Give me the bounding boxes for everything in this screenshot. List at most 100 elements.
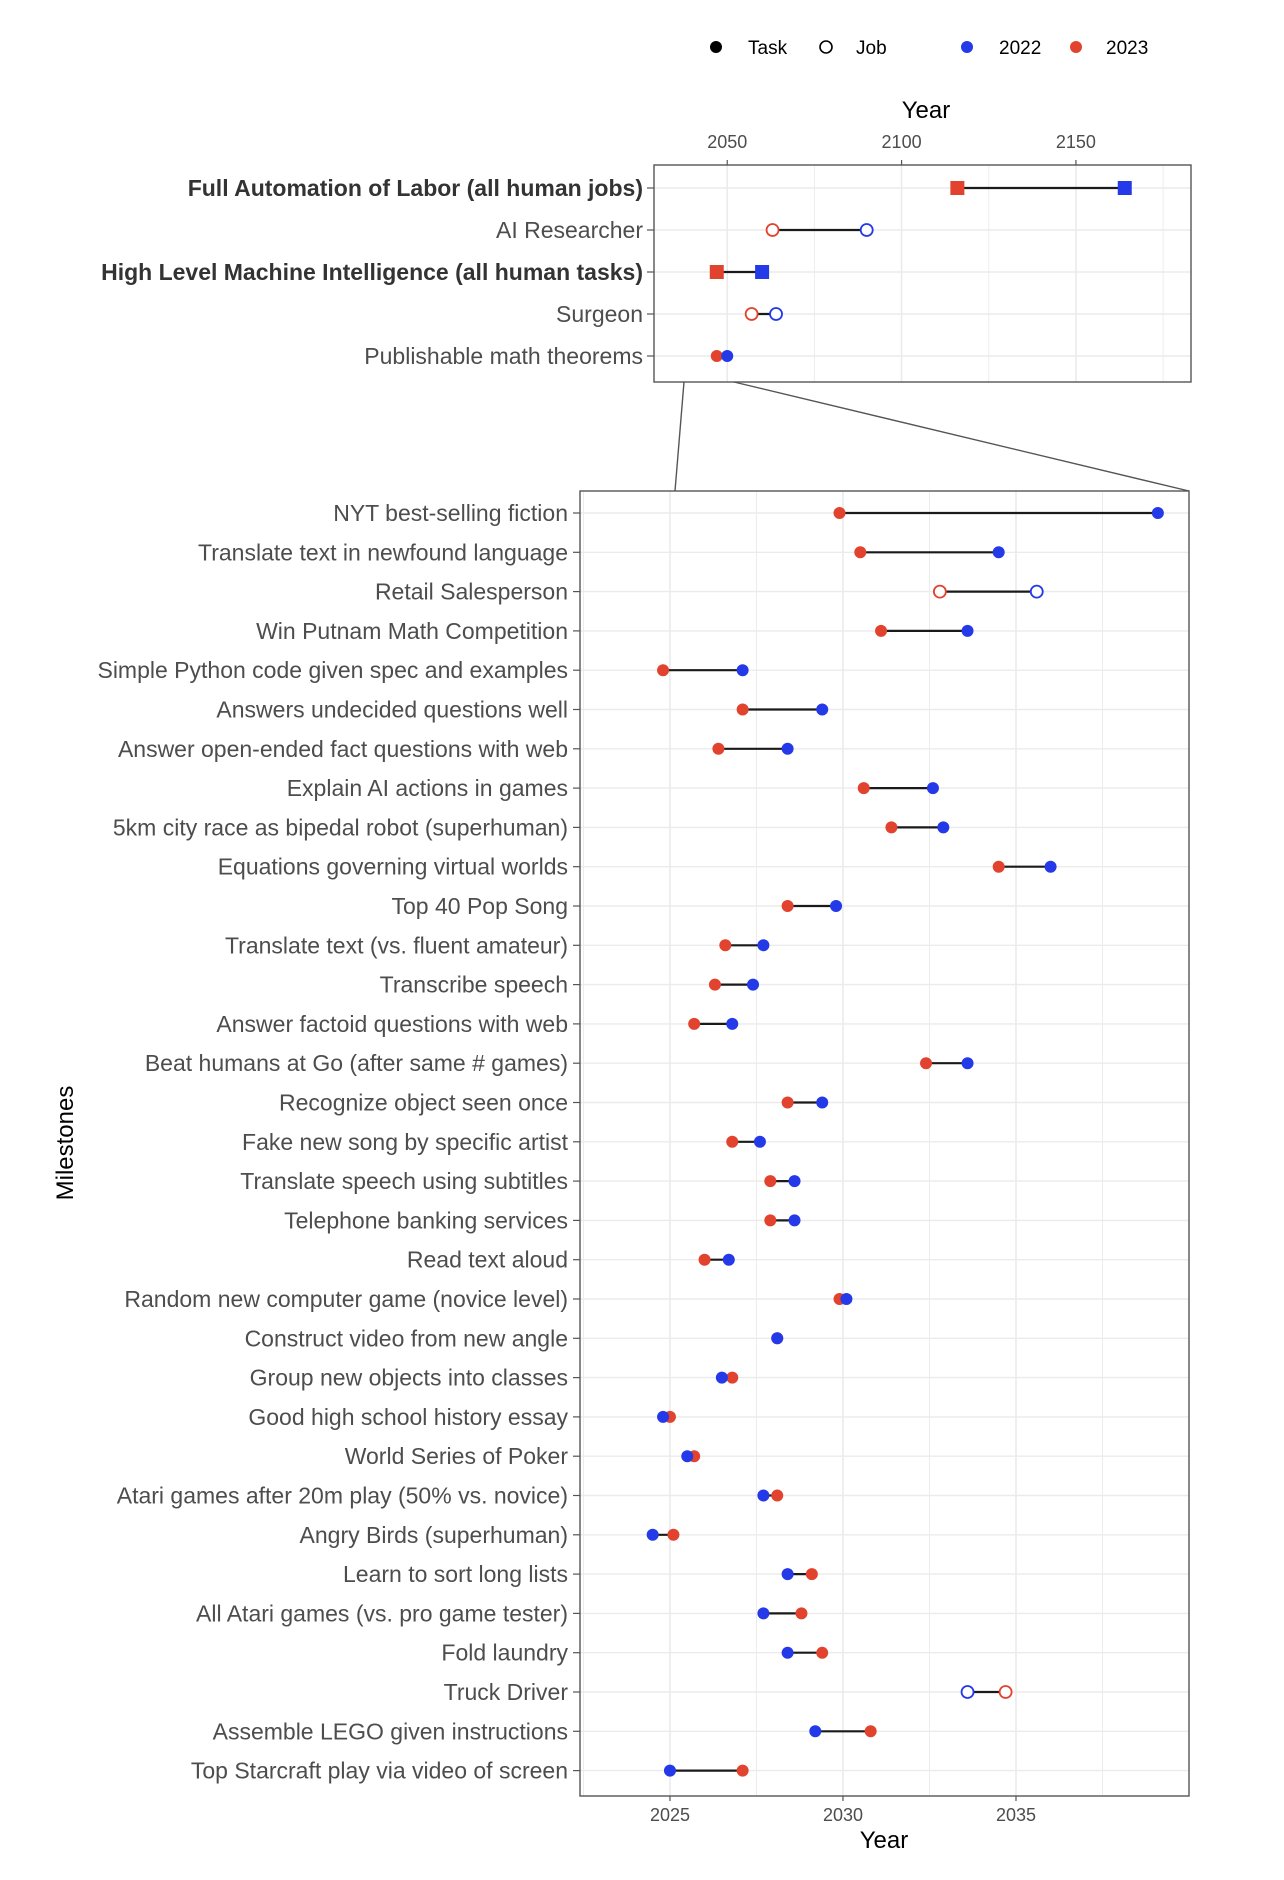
- row-label: Good high school history essay: [248, 1404, 568, 1430]
- x-tick-label: 2025: [650, 1805, 690, 1825]
- row-top-40-pop-song: Top 40 Pop Song: [392, 893, 843, 919]
- row-win-putnam-math-competition: Win Putnam Math Competition: [256, 618, 974, 644]
- row-construct-video-from-new-angle: Construct video from new angle: [245, 1325, 784, 1351]
- row-label: Translate speech using subtitles: [240, 1168, 568, 1194]
- point-2022: [781, 742, 794, 755]
- row-equations-governing-virtual-worlds: Equations governing virtual worlds: [218, 854, 1057, 880]
- row-world-series-of-poker: World Series of Poker: [345, 1443, 701, 1469]
- row-surgeon: Surgeon: [556, 301, 783, 327]
- point-2023: [875, 624, 888, 637]
- row-translate-text-vs-fluent-amateur: Translate text (vs. fluent amateur): [225, 932, 770, 958]
- point-2022: [771, 1332, 784, 1345]
- row-retail-salesperson: Retail Salesperson: [375, 579, 1044, 605]
- point-2023: [688, 1017, 701, 1030]
- point-2023: [765, 223, 780, 237]
- point-2022: [722, 1253, 735, 1266]
- row-atari-games-after-20m-play-50-vs-novice: Atari games after 20m play (50% vs. novi…: [117, 1483, 784, 1509]
- point-2022: [1151, 507, 1164, 519]
- point-2023: [771, 1489, 784, 1502]
- x-tick-label: 2035: [996, 1805, 1036, 1825]
- bottom-x-axis-title: Year: [860, 1827, 909, 1854]
- point-2023: [992, 860, 1005, 873]
- point-2022: [816, 703, 829, 716]
- bottom-gridlines: [580, 491, 1190, 1796]
- point-2023: [726, 1135, 739, 1148]
- row-label: Retail Salesperson: [375, 579, 568, 605]
- point-2023: [667, 1528, 680, 1541]
- row-label: World Series of Poker: [345, 1443, 569, 1469]
- bottom-x-ticks: 2025 2030 2035: [650, 1796, 1036, 1825]
- row-label: Fake new song by specific artist: [242, 1129, 569, 1155]
- row-fold-laundry: Fold laundry: [441, 1640, 829, 1666]
- point-2022: [736, 664, 749, 677]
- top-x-ticks: 2050 2100 2150: [707, 132, 1096, 165]
- row-label: Full Automation of Labor (all human jobs…: [188, 175, 643, 201]
- point-2022: [757, 939, 770, 952]
- point-2022: [663, 1764, 676, 1777]
- point-2023: [781, 1096, 794, 1109]
- point-2023: [781, 900, 794, 912]
- row-label: 5km city race as bipedal robot (superhum…: [113, 814, 568, 840]
- row-label: Explain AI actions in games: [287, 775, 568, 801]
- legend-job-label: Job: [856, 38, 887, 59]
- row-label: Translate text in newfound language: [198, 539, 568, 565]
- row-label: Random new computer game (novice level): [124, 1286, 568, 1312]
- point-2023: [764, 1175, 777, 1188]
- point-2022: [657, 1410, 670, 1423]
- point-2023: [698, 1253, 711, 1266]
- row-fake-new-song-by-specific-artist: Fake new song by specific artist: [242, 1129, 766, 1155]
- point-2023: [795, 1607, 808, 1620]
- row-translate-text-in-newfound-language: Translate text in newfound language: [198, 539, 1005, 565]
- row-ai-researcher: AI Researcher: [496, 217, 874, 243]
- point-2023: [709, 265, 724, 279]
- row-label: Angry Birds (superhuman): [300, 1522, 568, 1548]
- point-2022: [960, 1685, 975, 1699]
- point-2022: [721, 350, 734, 362]
- point-2023: [710, 350, 723, 362]
- row-label: Equations governing virtual worlds: [218, 854, 568, 880]
- point-2022: [757, 1489, 770, 1502]
- point-2022: [715, 1371, 728, 1384]
- row-label: Learn to sort long lists: [343, 1561, 568, 1587]
- point-2022: [788, 1175, 801, 1188]
- legend-2022-marker: [961, 41, 973, 53]
- point-2023: [833, 507, 846, 519]
- point-2022: [781, 1646, 794, 1659]
- row-label: AI Researcher: [496, 217, 643, 243]
- legend-2023-label: 2023: [1106, 38, 1148, 59]
- row-label: Construct video from new angle: [245, 1325, 568, 1351]
- row-label: High Level Machine Intelligence (all hum…: [101, 259, 643, 285]
- row-label: Answers undecided questions well: [216, 697, 568, 723]
- row-5km-city-race-as-bipedal-robot-superhuman: 5km city race as bipedal robot (superhum…: [113, 814, 950, 840]
- row-all-atari-games-vs-pro-game-tester: All Atari games (vs. pro game tester): [196, 1600, 808, 1626]
- point-2022: [726, 1017, 739, 1030]
- point-2023: [736, 703, 749, 716]
- row-answer-open-ended-fact-questions-with-web: Answer open-ended fact questions with we…: [118, 736, 794, 762]
- point-2023: [857, 782, 870, 795]
- point-2023: [864, 1725, 877, 1738]
- point-2023: [719, 939, 732, 952]
- bottom-rows: NYT best-selling fiction Translate text i…: [97, 500, 1164, 1784]
- y-axis-title: Milestones: [52, 1086, 79, 1201]
- zoom-connector-right: [733, 381, 1190, 492]
- point-2022: [646, 1528, 659, 1541]
- row-label: Beat humans at Go (after same # games): [145, 1050, 568, 1076]
- row-label: Atari games after 20m play (50% vs. novi…: [117, 1483, 568, 1509]
- row-recognize-object-seen-once: Recognize object seen once: [279, 1090, 829, 1116]
- point-2023: [920, 1057, 933, 1070]
- point-2022: [769, 307, 783, 321]
- row-read-text-aloud: Read text aloud: [407, 1247, 735, 1273]
- row-telephone-banking-services: Telephone banking services: [284, 1207, 801, 1233]
- row-explain-ai-actions-in-games: Explain AI actions in games: [287, 775, 939, 801]
- top-panel: Year 2050 2100 2150 Full Automation of Lab…: [101, 97, 1192, 383]
- x-tick-label: 2150: [1056, 132, 1096, 152]
- x-tick-label: 2030: [823, 1805, 863, 1825]
- row-assemble-lego-given-instructions: Assemble LEGO given instructions: [213, 1718, 877, 1744]
- point-2022: [816, 1096, 829, 1109]
- point-2022: [809, 1725, 822, 1738]
- row-transcribe-speech: Transcribe speech: [380, 972, 760, 998]
- point-2023: [744, 307, 759, 321]
- point-2022: [788, 1214, 801, 1227]
- point-2022: [755, 265, 770, 279]
